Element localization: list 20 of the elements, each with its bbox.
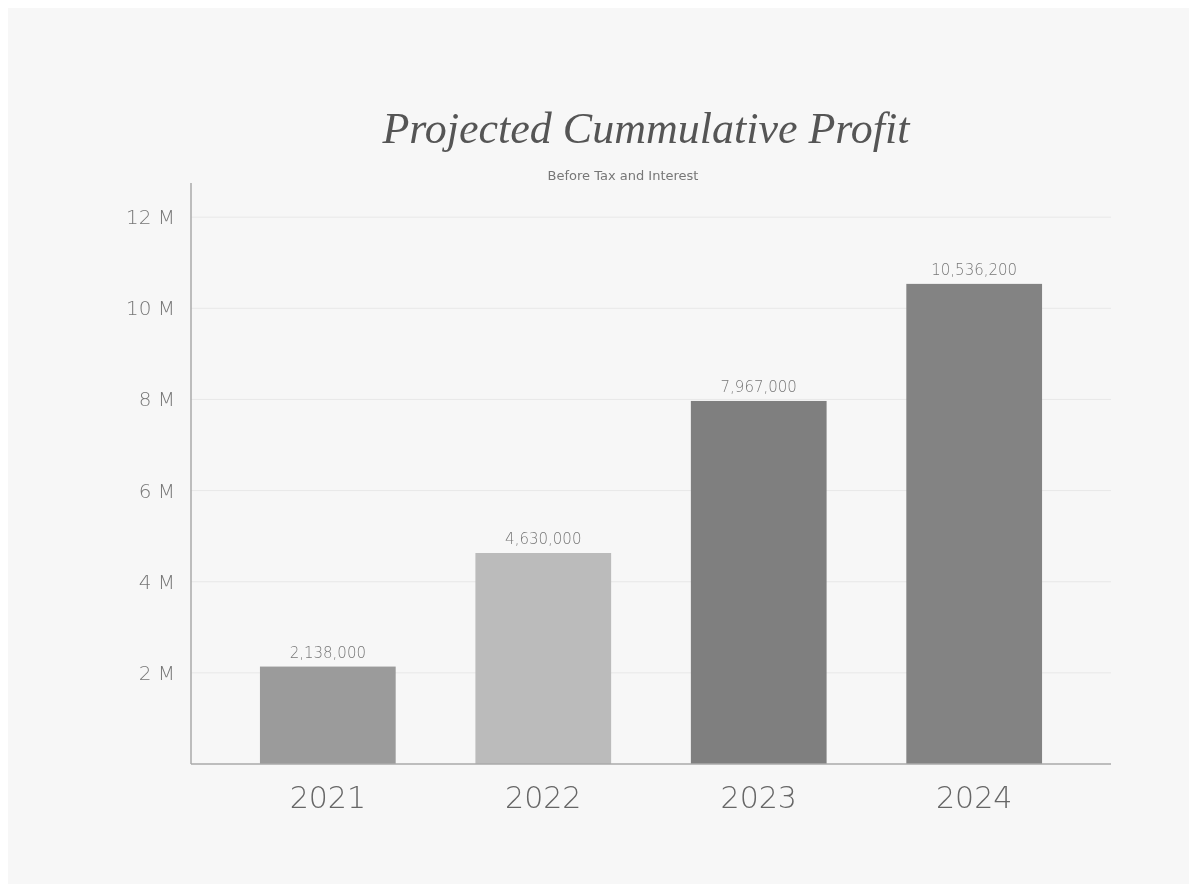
y-tick-label: 4 M xyxy=(138,569,175,594)
bar xyxy=(259,666,396,764)
y-tick-label: 12 M xyxy=(125,205,175,230)
x-tick-label: 2023 xyxy=(720,780,797,815)
data-label: 10,536,200 xyxy=(931,260,1018,279)
y-tick-label: 2 M xyxy=(138,660,175,685)
data-label: 4,630,000 xyxy=(505,530,582,549)
chart-subtitle: Before Tax and Interest xyxy=(547,168,699,183)
x-tick-label: 2024 xyxy=(936,780,1013,815)
x-tick-label: 2022 xyxy=(505,780,582,815)
y-tick-label: 6 M xyxy=(138,478,175,503)
bar xyxy=(690,400,827,764)
bar xyxy=(906,283,1043,764)
x-tick-label: 2021 xyxy=(289,780,366,815)
bar xyxy=(475,553,612,764)
y-tick-label: 10 M xyxy=(125,296,175,321)
y-tick-label: 8 M xyxy=(138,387,175,412)
chart-title: Projected Cummulative Profit xyxy=(381,104,912,153)
data-label: 7,967,000 xyxy=(720,377,797,396)
data-label: 2,138,000 xyxy=(289,643,366,662)
